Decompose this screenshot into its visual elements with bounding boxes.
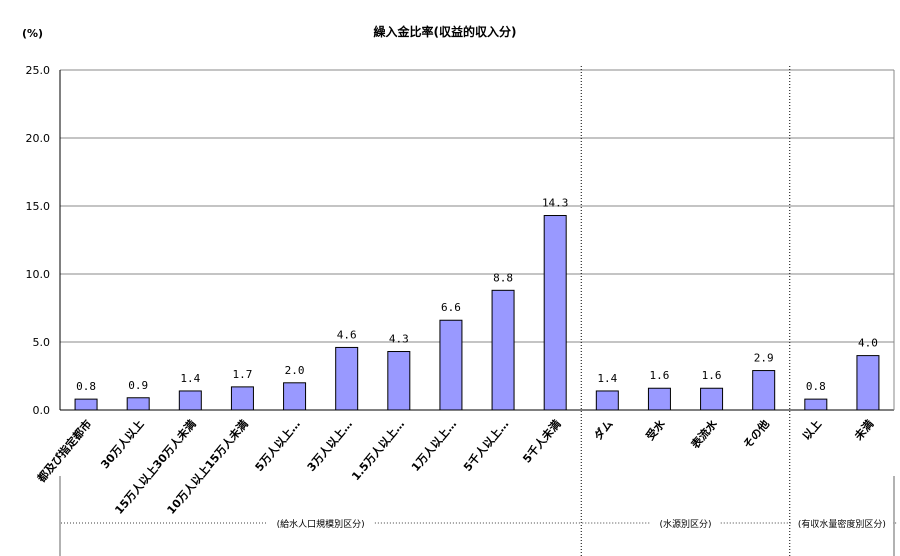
x-tick-label: 都及び指定都市 (33, 417, 94, 486)
data-label: 0.8 (806, 380, 826, 393)
y-axis-ticks: 0.0 5.0 10.0 15.0 20.0 25.0 (26, 64, 51, 417)
bars (74, 215, 880, 411)
x-tick-label: 30万人以上 (98, 417, 147, 471)
bar (74, 398, 98, 411)
y-tick-label: 15.0 (26, 200, 51, 213)
bar (126, 397, 150, 411)
data-label: 0.8 (76, 380, 96, 393)
bar (647, 387, 671, 411)
bar (752, 370, 776, 411)
data-label: 1.4 (597, 372, 617, 385)
data-labels: 0.8 0.9 1.4 1.7 2.0 4.6 4.3 6.6 8.8 14.3 1.4 1.6 1.6… (76, 197, 878, 394)
bar (595, 390, 619, 411)
group-label: (給水人口規模別区分) (277, 518, 365, 530)
x-tick-label: 以上 (799, 417, 824, 443)
y-tick-label: 20.0 (26, 132, 51, 145)
data-label: 4.3 (389, 333, 409, 346)
data-label: 6.6 (441, 301, 461, 314)
bar (230, 386, 254, 411)
bar (804, 398, 828, 411)
data-label: 4.0 (858, 337, 878, 350)
bar (491, 289, 515, 411)
bar (543, 215, 567, 411)
x-tick-label: 1万人以上… (408, 417, 459, 474)
y-tick-label: 10.0 (26, 268, 51, 281)
y-axis-unit: (%) (22, 27, 43, 40)
bar (856, 355, 880, 411)
bar (700, 387, 724, 411)
group-label: (水源別区分) (659, 518, 711, 530)
x-tick-label: 5千人未満 (520, 417, 564, 466)
data-label: 1.6 (650, 369, 670, 382)
data-label: 4.6 (337, 328, 357, 341)
group-separators (59, 66, 895, 556)
x-tick-label: 1.5万人以上… (348, 417, 407, 483)
data-label: 2.9 (754, 352, 774, 365)
y-tick-label: 5.0 (33, 336, 51, 349)
data-label: 14.3 (542, 197, 569, 210)
x-tick-label: 未満 (851, 417, 877, 444)
x-tick-label: 表流水 (687, 416, 720, 452)
x-tick-label: 5万人以上… (252, 417, 303, 474)
bar (387, 351, 411, 411)
bar (335, 346, 359, 411)
data-label: 1.4 (180, 372, 200, 385)
y-tick-label: 0.0 (33, 404, 51, 417)
x-tick-label: その他 (740, 417, 772, 451)
bar (283, 382, 307, 411)
group-labels: (給水人口規模別区分) (水源別区分) (有収水量密度別区分) (61, 518, 897, 530)
data-label: 1.7 (233, 368, 253, 381)
data-label: 8.8 (493, 271, 513, 284)
chart-title: 繰入金比率(収益的収入分) (374, 24, 517, 39)
bar (178, 390, 202, 411)
x-tick-label: 5千人以上… (460, 417, 511, 474)
group-label: (有収水量密度別区分) (798, 518, 886, 530)
data-label: 1.6 (702, 369, 722, 382)
bar (439, 319, 463, 411)
x-tick-label: ダム (591, 417, 616, 443)
x-tick-label: 受水 (643, 416, 669, 443)
data-label: 0.9 (128, 379, 148, 392)
y-tick-label: 25.0 (26, 64, 51, 77)
data-label: 2.0 (285, 364, 305, 377)
x-tick-label: 3万人以上… (304, 417, 355, 474)
